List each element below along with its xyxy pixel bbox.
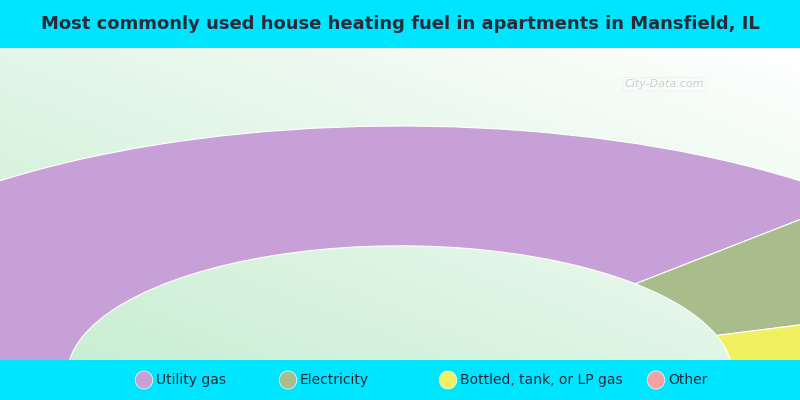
Wedge shape (732, 360, 800, 376)
Ellipse shape (647, 371, 665, 389)
Ellipse shape (135, 371, 153, 389)
Wedge shape (0, 126, 800, 376)
Ellipse shape (279, 371, 297, 389)
Text: Most commonly used house heating fuel in apartments in Mansfield, IL: Most commonly used house heating fuel in… (41, 15, 759, 33)
Text: Bottled, tank, or LP gas: Bottled, tank, or LP gas (460, 373, 622, 387)
Text: Electricity: Electricity (300, 373, 369, 387)
Ellipse shape (439, 371, 457, 389)
Wedge shape (635, 199, 800, 336)
Text: City-Data.com: City-Data.com (625, 79, 704, 89)
Text: Other: Other (668, 373, 707, 387)
Text: Utility gas: Utility gas (156, 373, 226, 387)
Wedge shape (717, 298, 800, 368)
